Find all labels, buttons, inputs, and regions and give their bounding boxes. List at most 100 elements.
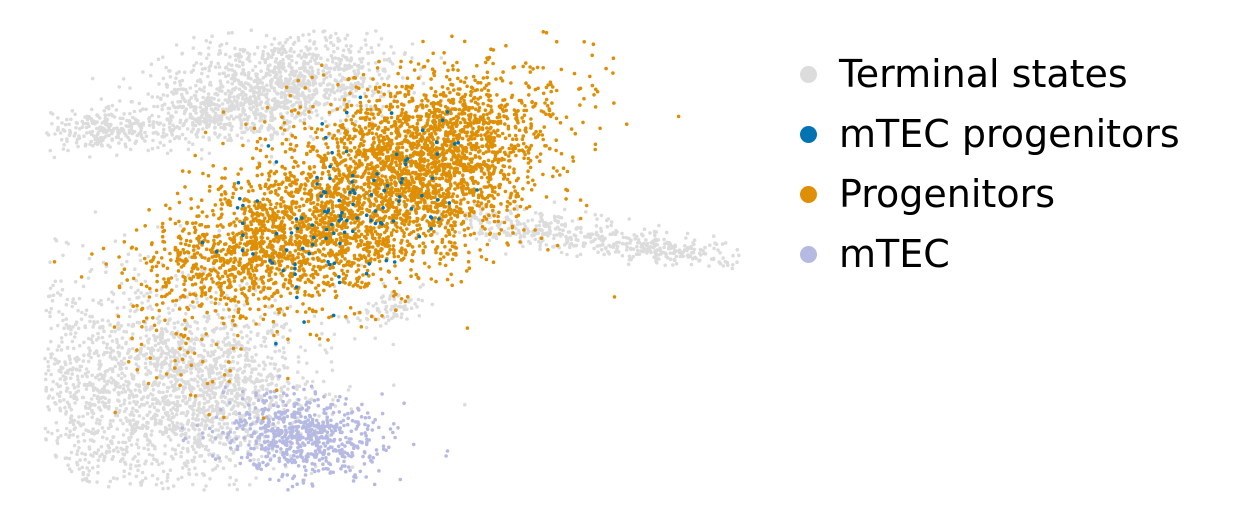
terminal-states-point: [117, 344, 121, 348]
mtec-point: [329, 429, 334, 433]
terminal-states-point: [123, 131, 127, 136]
terminal-states-point: [253, 64, 258, 69]
terminal-states-point: [125, 259, 129, 264]
terminal-states-point: [194, 61, 199, 65]
terminal-states-point: [155, 477, 160, 481]
terminal-states-point: [122, 233, 127, 237]
terminal-states-point: [505, 231, 510, 235]
terminal-states-point: [78, 458, 82, 462]
terminal-states-point: [102, 430, 107, 434]
terminal-states-point: [119, 376, 124, 381]
terminal-states-point: [127, 438, 132, 443]
terminal-states-point: [67, 324, 72, 329]
terminal-states-point: [227, 133, 232, 137]
terminal-states-point: [73, 131, 78, 136]
mtec-point: [295, 482, 299, 487]
mtec-point: [364, 475, 369, 479]
terminal-states-point: [216, 114, 221, 118]
terminal-states-point: [277, 104, 281, 109]
mtec-point: [228, 441, 233, 445]
terminal-states-point: [296, 87, 301, 91]
terminal-states-point: [321, 81, 326, 85]
mtec-point: [358, 469, 363, 474]
terminal-states-point: [301, 376, 305, 380]
mtec-point: [281, 399, 285, 404]
progenitors-point: [284, 85, 289, 90]
terminal-states-point: [199, 62, 203, 66]
terminal-states-point: [717, 260, 721, 264]
terminal-states-point: [405, 307, 409, 312]
mtec-point: [264, 454, 268, 459]
terminal-states-point: [627, 217, 631, 221]
terminal-states-point: [301, 61, 306, 66]
terminal-states-point: [332, 50, 336, 54]
terminal-states-point: [197, 445, 202, 449]
terminal-states-point: [156, 57, 161, 61]
terminal-states-point: [221, 466, 226, 471]
terminal-states-point: [224, 455, 229, 459]
mtec-point: [256, 416, 260, 421]
terminal-states-point: [101, 130, 106, 134]
terminal-states-point: [375, 69, 380, 73]
terminal-states-point: [624, 242, 628, 246]
terminal-states-point: [538, 212, 542, 216]
terminal-states-point: [160, 134, 164, 139]
terminal-states-point: [207, 433, 211, 438]
terminal-states-point: [685, 246, 690, 250]
terminal-states-point: [537, 239, 541, 244]
terminal-states-point: [225, 335, 230, 340]
terminal-states-point: [219, 425, 223, 429]
terminal-states-point: [69, 450, 74, 455]
terminal-states-point: [125, 450, 129, 454]
terminal-states-point: [68, 361, 73, 365]
terminal-states-point: [349, 44, 353, 48]
terminal-states-point: [233, 339, 237, 344]
terminal-states-point: [245, 323, 249, 328]
terminal-states-point: [312, 314, 317, 319]
series-terminal-states-points: [43, 28, 741, 492]
terminal-states-point: [91, 144, 95, 148]
terminal-states-point: [156, 225, 160, 229]
terminal-states-point: [128, 401, 132, 405]
terminal-states-point: [186, 428, 191, 432]
mtec-point: [254, 391, 258, 395]
terminal-states-point: [315, 113, 320, 117]
terminal-states-point: [118, 403, 123, 408]
terminal-states-point: [47, 407, 52, 412]
terminal-states-point: [56, 291, 60, 295]
terminal-states-point: [198, 122, 202, 126]
terminal-states-point: [174, 407, 178, 412]
terminal-states-point: [69, 394, 73, 399]
terminal-states-point: [671, 263, 675, 267]
mtec-point: [282, 417, 287, 422]
mtec-point: [330, 402, 335, 407]
terminal-states-point: [87, 124, 91, 129]
terminal-states-point: [260, 81, 265, 85]
terminal-states-point: [173, 303, 178, 307]
terminal-states-point: [348, 50, 352, 55]
mtec-point: [360, 402, 364, 407]
terminal-states-point: [72, 393, 76, 397]
terminal-states-point: [231, 359, 235, 364]
terminal-states-point: [323, 65, 327, 70]
terminal-states-point: [377, 43, 381, 47]
terminal-states-point: [106, 104, 111, 109]
terminal-states-point: [238, 48, 243, 52]
terminal-states-point: [279, 101, 283, 105]
terminal-states-point: [154, 293, 159, 298]
mtec-point: [350, 451, 354, 455]
mtec-point: [329, 470, 333, 474]
terminal-states-point: [219, 436, 223, 440]
terminal-states-point: [124, 340, 128, 345]
terminal-states-point: [236, 404, 240, 408]
terminal-states-point: [46, 396, 51, 400]
terminal-states-point: [239, 54, 243, 59]
terminal-states-point: [250, 379, 254, 384]
progenitors-point: [284, 137, 289, 142]
terminal-states-point: [662, 245, 666, 250]
mtec-point: [377, 425, 381, 430]
mtec-point: [263, 407, 267, 412]
terminal-states-point: [281, 58, 285, 62]
terminal-states-point: [232, 95, 236, 99]
terminal-states-point: [607, 252, 611, 256]
